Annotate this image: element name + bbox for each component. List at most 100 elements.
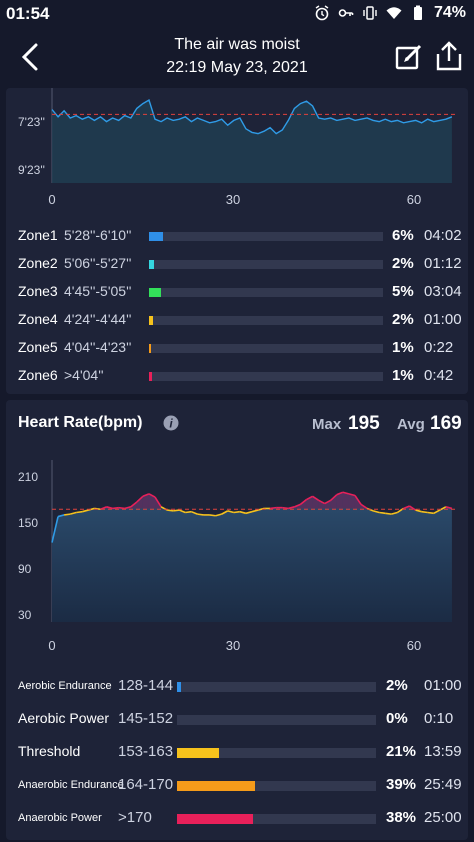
hr-line-segment (372, 510, 380, 514)
hr-line-segment (233, 510, 240, 514)
hr-high-area (336, 492, 343, 509)
hr-zone-name: Anaerobic Power (18, 812, 102, 824)
hr-zone-bar (177, 781, 376, 791)
hr-line-segment (251, 509, 259, 513)
hr-line-segment (154, 496, 162, 508)
hr-line-segment (209, 514, 216, 517)
hr-line-segment (173, 509, 180, 512)
hr-line-segment (354, 495, 362, 505)
hr-zone-row: Aerobic Power 145-152 0% 0:10 (6, 705, 468, 735)
zone-percent: 6% (392, 227, 414, 244)
hr-line-segment (197, 513, 204, 516)
hr-line-segment (427, 511, 434, 515)
pace-zone-row: Zone2 5'06''-5'27'' 2% 01:12 (6, 252, 468, 280)
hr-zone-range: 128-144 (118, 677, 174, 694)
zone-range: 5'06''-5'27'' (64, 255, 132, 271)
zone-name: Zone6 (18, 367, 58, 383)
hr-high-area (324, 500, 331, 509)
hr-line-segment (178, 509, 186, 514)
zone-bar (149, 372, 383, 381)
pace-zone-row: Zone6 >4'04'' 1% 0:42 (6, 364, 468, 392)
pace-zone-row: Zone5 4'04''-4'23'' 1% 0:22 (6, 336, 468, 364)
zone-range: 4'45''-5'05'' (64, 283, 132, 299)
back-button[interactable] (14, 40, 48, 74)
hr-line-segment (403, 505, 410, 510)
status-time: 01:54 (6, 4, 50, 23)
zone-range: 4'04''-4'23'' (64, 339, 132, 355)
hr-line-segment (294, 503, 301, 508)
pace-y-tick: 9'23'' (18, 163, 45, 177)
heart-rate-title: Heart Rate(bpm) (18, 414, 143, 431)
zone-name: Zone1 (18, 227, 58, 243)
share-button[interactable] (434, 40, 464, 72)
hr-line-segment (69, 511, 77, 515)
hr-line-segment (191, 510, 198, 515)
hr-high-area (312, 496, 319, 509)
pace-chart: 7'23'' 9'23'' 0 30 60 (18, 88, 458, 207)
pace-x-tick: 30 (226, 192, 240, 207)
zone-bar (149, 232, 383, 241)
hr-y-tick: 30 (18, 608, 32, 622)
hr-zone-percent: 39% (386, 776, 417, 793)
zone-bar (149, 260, 383, 269)
zone-time: 04:02 (424, 227, 462, 244)
hr-zone-name: Anaerobic Endurance (18, 779, 124, 791)
hr-zone-range: 164-170 (118, 776, 174, 793)
hr-zone-time: 25:49 (424, 776, 462, 793)
pace-y-tick: 7'23'' (18, 115, 45, 129)
hr-zone-row: Threshold 153-163 21% 13:59 (6, 738, 468, 768)
hr-zone-bar-fill (177, 682, 181, 692)
hr-line-segment (118, 506, 125, 510)
hr-line-segment (342, 491, 350, 495)
zone-percent: 1% (392, 367, 414, 384)
zone-bar-fill (149, 232, 164, 241)
zone-range: >4'04'' (64, 367, 104, 383)
zone-name: Zone3 (18, 283, 58, 299)
hr-zone-bar (177, 682, 376, 692)
wifi-icon (386, 7, 402, 19)
hr-line-segment (336, 491, 344, 496)
heart-rate-card: Heart Rate(bpm) i Max 195 Avg 169 210 15… (6, 400, 468, 840)
hr-x-tick: 0 (48, 638, 55, 653)
hr-line-segment (385, 512, 392, 515)
hr-line-segment (409, 505, 417, 511)
hr-zone-range: 145-152 (118, 710, 174, 727)
info-icon[interactable]: i (163, 415, 179, 431)
hr-line-segment (379, 511, 386, 515)
hr-line-segment (306, 495, 313, 501)
hr-zone-name: Threshold (18, 743, 81, 759)
pace-zone-row: Zone1 5'28''-6'10'' 6% 04:02 (6, 224, 468, 252)
hr-zone-row: Anaerobic Power >170 38% 25:00 (6, 804, 468, 834)
hr-high-area (148, 493, 156, 509)
zone-range: 4'24''-4'44'' (64, 311, 132, 327)
share-icon (436, 41, 462, 71)
pace-x-tick: 60 (407, 192, 421, 207)
hr-line-segment (112, 506, 119, 510)
zone-bar (149, 288, 383, 297)
zone-bar-fill (149, 288, 161, 297)
hr-y-tick: 90 (18, 562, 32, 576)
hr-line-segment (130, 501, 138, 508)
hr-avg-label: Avg (397, 416, 425, 433)
battery-icon (413, 5, 422, 20)
hr-line-segment (288, 506, 295, 510)
zone-bar-fill (149, 344, 151, 353)
edit-button[interactable] (394, 42, 424, 72)
hr-line-segment (348, 493, 356, 497)
hr-line-segment (445, 506, 453, 510)
hr-line-segment (433, 509, 441, 515)
hr-line-segment (318, 499, 326, 505)
hr-line-segment (57, 514, 65, 518)
hr-line-segment (257, 507, 265, 511)
hr-zone-range: >170 (118, 809, 152, 826)
hr-line-segment (215, 513, 222, 517)
hr-high-area (330, 494, 337, 509)
zone-time: 01:00 (424, 311, 462, 328)
pace-zone-row: Zone4 4'24''-4'44'' 2% 01:00 (6, 308, 468, 336)
hr-line-segment (82, 509, 89, 513)
hr-high-area (348, 493, 355, 509)
hr-high-area (318, 500, 325, 509)
hr-high-area (342, 492, 349, 509)
back-arrow-icon (21, 43, 38, 71)
hr-zone-percent: 0% (386, 710, 408, 727)
